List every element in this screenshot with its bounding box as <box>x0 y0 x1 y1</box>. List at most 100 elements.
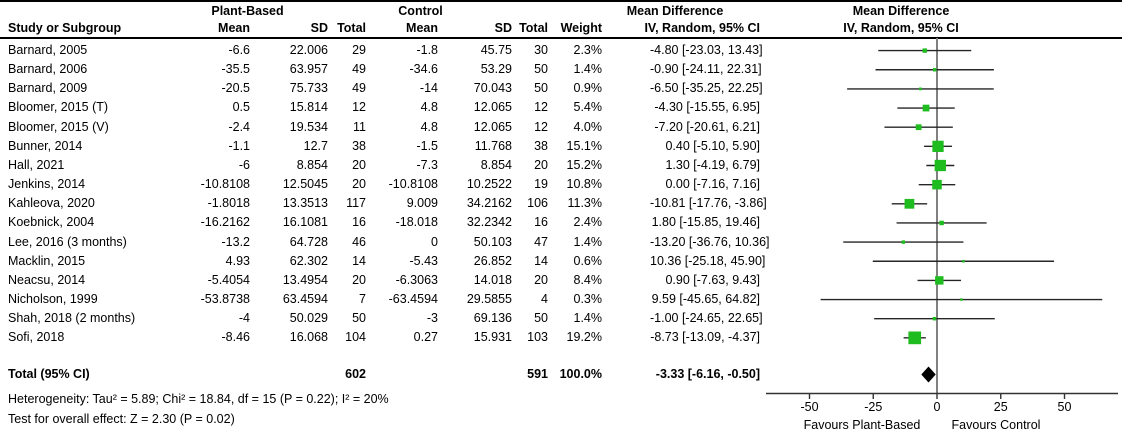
cell-plant-sd: 64.728 <box>289 234 328 249</box>
cell-plant-sd: 12.5045 <box>282 177 328 192</box>
favours-right-label: Favours Control <box>952 418 1041 432</box>
column-header-control-sd: SD <box>494 21 512 35</box>
column-header-ci-plot: IV, Random, 95% CI <box>843 21 959 35</box>
cell-study-name: Macklin, 2015 <box>8 253 86 268</box>
cell-control-sd: 12.065 <box>473 100 512 115</box>
cell-plant-sd: 22.006 <box>289 43 328 57</box>
cell-control-mean: 4.8 <box>420 119 438 134</box>
cell-ci: -7.20 [-20.61, 6.21] <box>654 119 760 134</box>
cell-plant-total: 20 <box>352 157 366 172</box>
cell-study-name: Barnard, 2009 <box>8 81 88 96</box>
cell-plant-total: 7 <box>359 291 366 306</box>
cell-control-sd: 32.2342 <box>466 215 512 230</box>
cell-control-sd: 12.065 <box>473 119 512 134</box>
cell-control-total: 12 <box>534 119 548 134</box>
cell-ci: -6.50 [-35.25, 22.25] <box>650 81 763 96</box>
cell-plant-sd: 62.302 <box>289 253 328 268</box>
total-ci: -3.33 [-6.16, -0.50] <box>655 367 760 381</box>
x-axis-tick-label: 0 <box>934 400 941 414</box>
cell-study-name: Barnard, 2005 <box>8 43 88 57</box>
mean-marker <box>932 316 937 321</box>
column-group-control: Control <box>398 4 443 18</box>
cell-weight: 19.2% <box>566 330 602 345</box>
overall-effect-stats: Test for overall effect: Z = 2.30 (P = 0… <box>8 412 235 426</box>
cell-plant-total: 29 <box>352 43 366 57</box>
cell-control-mean: -5.43 <box>409 253 439 268</box>
cell-study-name: Shah, 2018 (2 months) <box>8 311 136 326</box>
cell-plant-total: 16 <box>352 215 366 230</box>
heterogeneity-stats: Heterogeneity: Tau² = 5.89; Chi² = 18.84… <box>8 392 389 406</box>
mean-marker <box>915 124 922 131</box>
mean-marker <box>932 140 944 152</box>
cell-control-sd: 8.854 <box>480 157 512 172</box>
cell-control-mean: 0 <box>431 234 438 249</box>
cell-control-sd: 53.29 <box>480 62 512 77</box>
cell-ci: 1.30 [-4.19, 6.79] <box>665 157 760 172</box>
cell-plant-total: 14 <box>352 253 366 268</box>
cell-plant-total: 104 <box>345 330 366 345</box>
cell-plant-mean: -20.5 <box>221 81 251 96</box>
cell-control-mean: -6.3063 <box>395 272 438 287</box>
cell-control-total: 4 <box>541 291 548 306</box>
cell-study-name: Bunner, 2014 <box>8 138 83 153</box>
cell-plant-sd: 13.4954 <box>282 272 328 287</box>
column-header-weight: Weight <box>560 21 602 35</box>
x-axis-tick-label: 50 <box>1058 400 1072 414</box>
cell-control-total: 14 <box>534 253 548 268</box>
cell-plant-total: 11 <box>353 119 366 134</box>
cell-study-name: Nicholson, 1999 <box>8 291 98 306</box>
cell-plant-total: 50 <box>352 311 366 326</box>
cell-study-name: Bloomer, 2015 (V) <box>8 119 109 134</box>
cell-plant-sd: 12.7 <box>303 138 328 153</box>
cell-weight: 8.4% <box>573 272 603 287</box>
mean-marker <box>962 260 965 263</box>
cell-plant-total: 117 <box>346 196 366 211</box>
cell-control-mean: -1.5 <box>416 138 438 153</box>
cell-plant-sd: 50.029 <box>289 311 328 326</box>
cell-control-total: 50 <box>534 81 548 96</box>
mean-marker <box>922 104 930 112</box>
cell-plant-sd: 19.534 <box>289 119 328 134</box>
cell-control-sd: 70.043 <box>473 81 512 96</box>
column-header-plant-total: Total <box>337 21 366 35</box>
cell-control-mean: -10.8108 <box>388 177 438 192</box>
cell-plant-total: 20 <box>352 272 366 287</box>
cell-plant-mean: 4.93 <box>225 253 250 268</box>
cell-weight: 1.4% <box>573 234 603 249</box>
cell-control-sd: 14.018 <box>473 272 512 287</box>
cell-plant-sd: 13.3513 <box>282 196 328 211</box>
cell-control-total: 103 <box>527 330 548 345</box>
cell-ci: -10.81 [-17.76, -3.86] <box>650 196 767 211</box>
summary-diamond <box>921 366 936 383</box>
cell-control-mean: -3 <box>426 311 438 326</box>
cell-control-mean: 4.8 <box>420 100 438 115</box>
cell-ci: -13.20 [-36.76, 10.36] <box>650 234 770 249</box>
cell-control-sd: 29.5855 <box>466 291 512 306</box>
cell-weight: 5.4% <box>573 100 603 115</box>
forest-plot-canvas: -50 -25 0 25 50 Favours Plant-Based Favours Co… <box>766 38 1118 432</box>
cell-control-sd: 45.75 <box>480 43 512 57</box>
cell-plant-mean: -53.8738 <box>200 291 250 306</box>
total-label: Total (95% CI) <box>8 367 90 381</box>
cell-ci: -1.00 [-24.65, 22.65] <box>650 311 763 326</box>
mean-marker <box>939 220 944 226</box>
cell-weight: 15.2% <box>566 157 602 172</box>
cell-control-mean: -63.4594 <box>388 291 438 306</box>
cell-weight: 0.9% <box>573 81 603 96</box>
column-header-ci-text: IV, Random, 95% CI <box>644 21 760 35</box>
cell-plant-total: 49 <box>352 81 366 96</box>
cell-weight: 10.8% <box>566 177 602 192</box>
cell-study-name: Hall, 2021 <box>8 157 65 172</box>
cell-plant-sd: 75.733 <box>289 81 328 96</box>
column-group-plant-based: Plant-Based <box>211 4 284 18</box>
cell-control-mean: -1.8 <box>416 43 438 57</box>
cell-control-mean: -14 <box>419 81 438 96</box>
cell-ci: 10.36 [-25.18, 45.90] <box>650 253 766 268</box>
cell-control-mean: -18.018 <box>395 215 438 230</box>
cell-weight: 11.3% <box>567 196 602 211</box>
cell-plant-sd: 16.068 <box>289 330 328 345</box>
cell-ci: 0.40 [-5.10, 5.90] <box>665 138 760 153</box>
cell-weight: 1.4% <box>573 311 603 326</box>
cell-plant-mean: -1.1 <box>228 138 250 153</box>
cell-plant-mean: -13.2 <box>221 234 251 249</box>
